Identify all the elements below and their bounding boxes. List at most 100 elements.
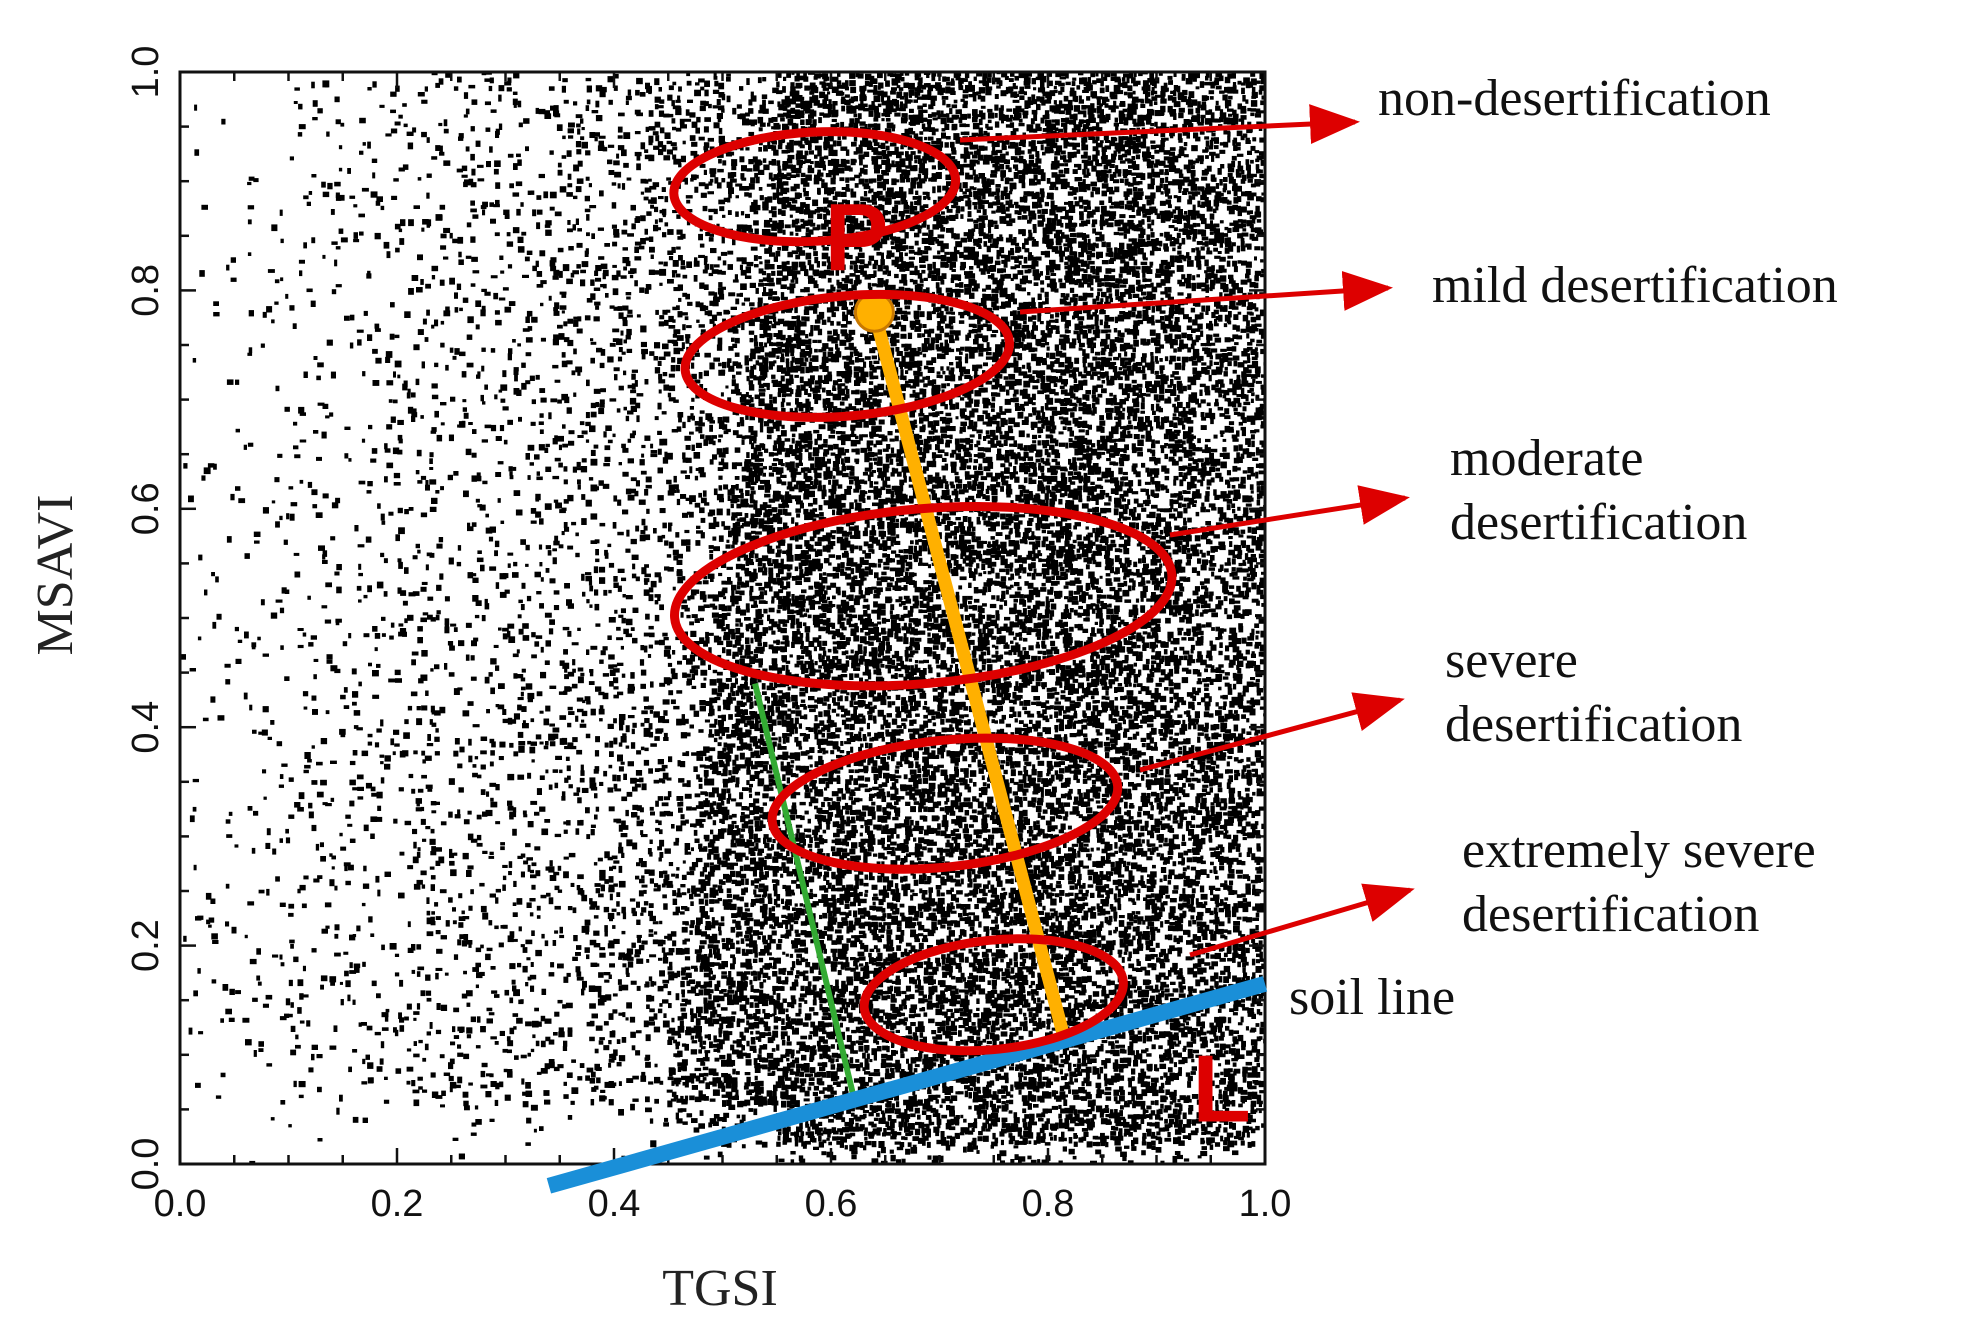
data-point bbox=[758, 888, 764, 893]
data-point bbox=[914, 1064, 920, 1068]
data-point bbox=[743, 1085, 749, 1090]
data-point bbox=[1014, 897, 1020, 903]
data-point bbox=[657, 884, 661, 891]
data-point bbox=[985, 1009, 992, 1016]
data-point bbox=[1236, 916, 1242, 920]
data-point bbox=[795, 1085, 803, 1089]
data-point bbox=[598, 972, 604, 978]
data-point bbox=[822, 1047, 828, 1055]
data-point bbox=[928, 892, 932, 898]
data-point bbox=[1087, 956, 1094, 960]
data-point bbox=[1169, 1077, 1174, 1082]
data-point bbox=[436, 948, 443, 954]
data-point bbox=[1204, 988, 1211, 994]
data-point bbox=[529, 912, 534, 917]
data-point bbox=[1159, 1063, 1167, 1069]
data-point bbox=[737, 980, 744, 987]
data-point bbox=[908, 1130, 914, 1135]
data-point bbox=[563, 1040, 568, 1047]
data-point bbox=[1117, 949, 1123, 955]
data-point bbox=[771, 939, 776, 944]
data-point bbox=[876, 1127, 882, 1132]
data-point bbox=[768, 1063, 775, 1070]
data-point bbox=[1129, 1041, 1134, 1047]
data-point bbox=[794, 916, 799, 921]
data-point bbox=[540, 894, 547, 899]
data-point bbox=[795, 907, 802, 914]
data-point bbox=[406, 1048, 412, 1052]
data-point bbox=[932, 970, 938, 975]
data-point bbox=[818, 1027, 825, 1032]
data-point bbox=[494, 994, 500, 998]
data-point bbox=[1191, 1059, 1195, 1063]
data-point bbox=[1238, 954, 1244, 960]
data-point bbox=[324, 902, 332, 908]
data-point bbox=[872, 989, 878, 994]
data-point bbox=[1113, 917, 1117, 922]
data-point bbox=[802, 1022, 809, 1027]
data-point bbox=[1059, 1091, 1066, 1097]
data-point bbox=[1194, 963, 1202, 968]
data-point bbox=[1196, 1099, 1203, 1105]
data-point bbox=[1147, 1131, 1152, 1137]
data-point bbox=[923, 928, 930, 932]
data-point bbox=[789, 924, 794, 931]
data-point bbox=[1008, 1133, 1013, 1138]
data-point bbox=[846, 1012, 853, 1018]
data-point bbox=[935, 994, 943, 1002]
data-point bbox=[1168, 1122, 1173, 1128]
data-point bbox=[399, 1025, 405, 1032]
data-point bbox=[1078, 925, 1082, 930]
data-point bbox=[668, 1027, 676, 1033]
data-point bbox=[577, 1076, 583, 1081]
data-point bbox=[946, 953, 951, 958]
data-point bbox=[827, 902, 834, 908]
data-point bbox=[868, 1131, 875, 1137]
data-point bbox=[913, 1013, 921, 1018]
data-point bbox=[757, 931, 763, 936]
data-point bbox=[785, 1008, 789, 1013]
data-point bbox=[982, 1122, 988, 1129]
data-point bbox=[784, 1077, 792, 1081]
data-point bbox=[786, 1062, 792, 1068]
data-point bbox=[832, 898, 837, 905]
data-point bbox=[1131, 1090, 1138, 1096]
data-point bbox=[976, 883, 982, 888]
data-point bbox=[994, 924, 999, 930]
data-point bbox=[890, 1063, 897, 1068]
data-point bbox=[1131, 980, 1138, 986]
data-point bbox=[595, 888, 600, 894]
data-point bbox=[389, 943, 397, 950]
data-point bbox=[1015, 890, 1019, 895]
data-point bbox=[461, 1026, 465, 1033]
data-point bbox=[676, 1118, 683, 1124]
data-point bbox=[1197, 958, 1205, 964]
data-point bbox=[962, 1127, 970, 1133]
data-point bbox=[719, 995, 725, 1002]
data-point bbox=[609, 963, 615, 968]
data-point bbox=[830, 1031, 837, 1037]
data-point bbox=[1145, 899, 1152, 905]
data-point bbox=[745, 938, 752, 942]
data-point bbox=[860, 898, 867, 904]
data-point bbox=[1142, 979, 1150, 986]
data-point bbox=[946, 910, 951, 918]
data-point bbox=[532, 1034, 536, 1039]
data-point bbox=[1037, 981, 1045, 986]
data-point bbox=[868, 952, 872, 958]
data-point bbox=[1151, 1082, 1157, 1087]
data-point bbox=[940, 1041, 948, 1047]
data-point bbox=[613, 938, 620, 944]
data-point bbox=[1044, 1006, 1051, 1011]
data-point bbox=[803, 1098, 810, 1102]
data-point bbox=[718, 1031, 722, 1038]
data-point bbox=[921, 1130, 925, 1138]
data-point bbox=[1163, 1096, 1168, 1100]
data-point bbox=[682, 1121, 688, 1125]
data-point bbox=[1053, 1135, 1057, 1141]
data-point bbox=[684, 966, 691, 971]
data-point bbox=[959, 929, 965, 936]
data-point bbox=[981, 951, 988, 958]
data-point bbox=[353, 963, 361, 969]
data-point bbox=[1054, 1095, 1061, 1100]
